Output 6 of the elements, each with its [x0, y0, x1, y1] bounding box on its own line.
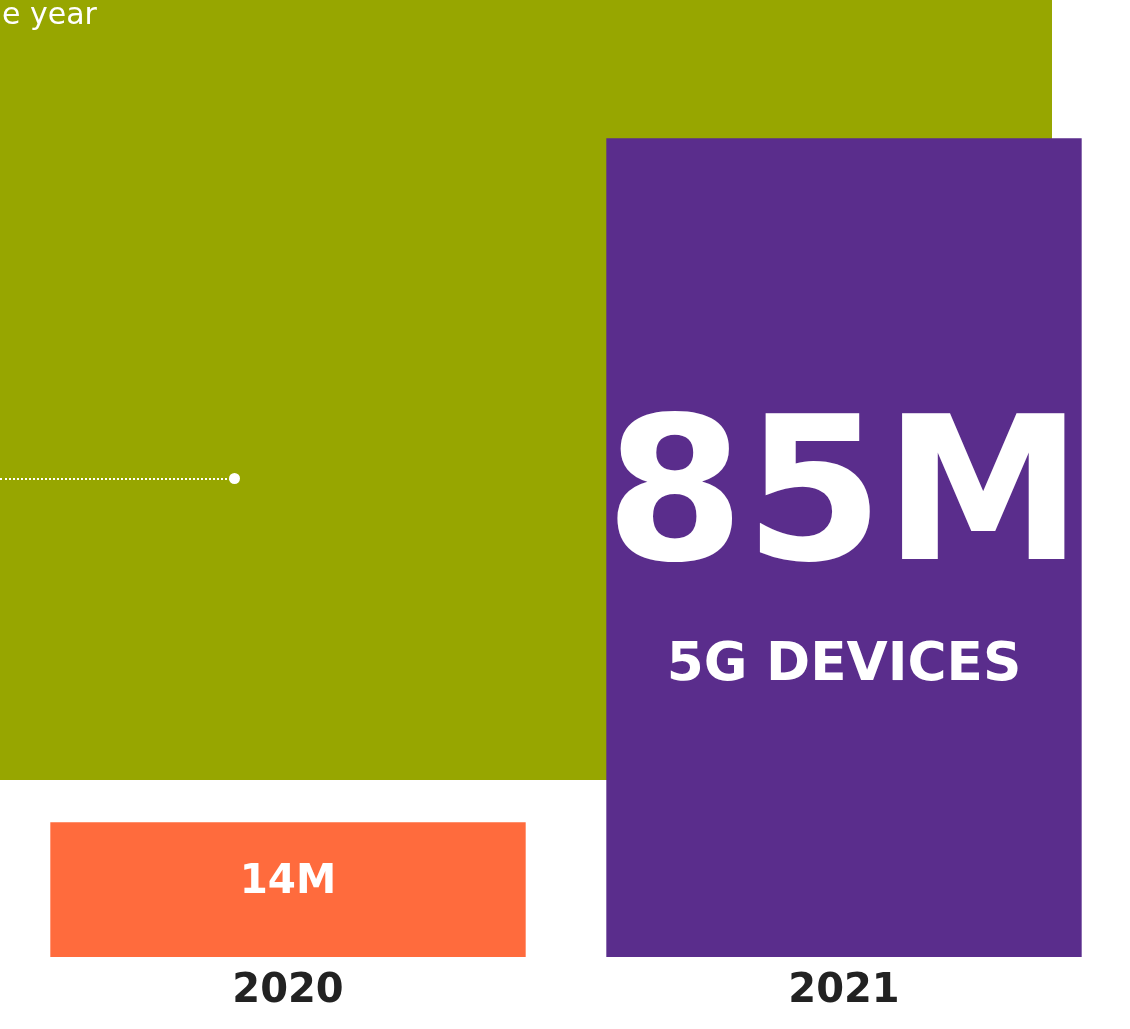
annotation: 5G DEVICES — [666, 631, 1022, 694]
x-tick-label: 2020 — [232, 965, 344, 1012]
data-label: 14M — [239, 855, 337, 904]
data-label: 85M — [605, 372, 1083, 606]
x-tick-label: 2021 — [788, 965, 900, 1012]
text: e year — [2, 0, 97, 31]
